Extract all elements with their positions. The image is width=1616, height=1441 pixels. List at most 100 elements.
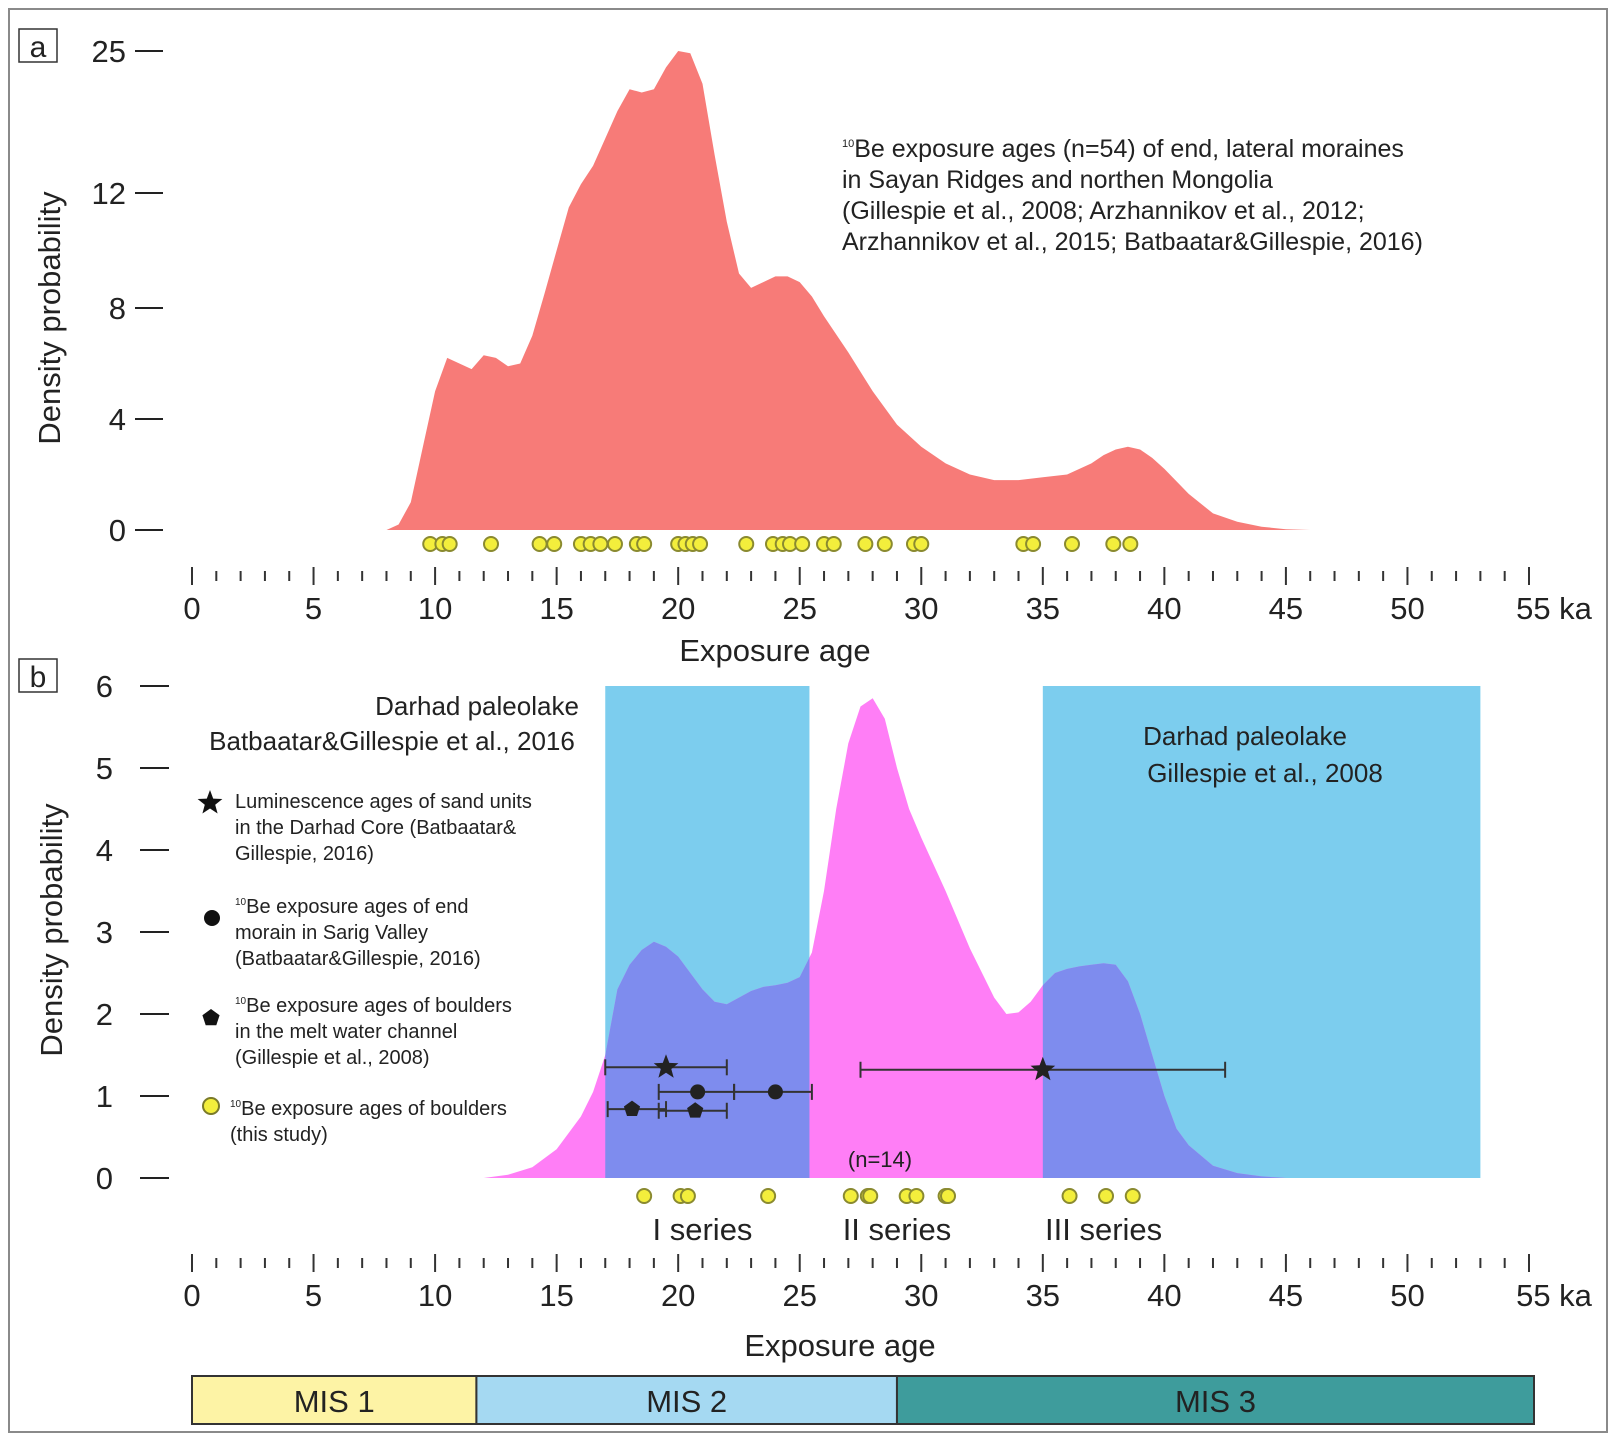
- sarig-valley-point: [767, 1084, 783, 1100]
- panel-b-error-bars: [604, 1054, 1227, 1119]
- mis-label: MIS 3: [1175, 1384, 1256, 1419]
- a-sample-point: [1063, 536, 1080, 552]
- legend-melt-line-2: in the melt water channel: [235, 1021, 457, 1043]
- legend-melt-text-1: Be exposure ages of boulders: [246, 995, 512, 1017]
- b-x-tick-label: 50: [1390, 1278, 1424, 1313]
- panel-a-label: a: [30, 31, 47, 64]
- mis-segment: [475, 1375, 898, 1425]
- b-y-tick-label: 2: [96, 997, 113, 1032]
- b-x-tick-label: 35: [1026, 1278, 1060, 1313]
- a-x-tick-label: 30: [904, 591, 938, 626]
- band-2-label-line-1: Darhad paleolake: [1143, 721, 1347, 751]
- legend-study-text-1: Be exposure ages of boulders: [241, 1098, 507, 1120]
- panel-a-density-curve: [386, 51, 1311, 530]
- a-sample-point: [636, 536, 653, 552]
- sarig-valley-point: [690, 1084, 706, 1100]
- melt-water-point: [687, 1102, 704, 1118]
- b-y-tick-label: 0: [96, 1161, 113, 1196]
- legend-sarig-line-3: (Batbaatar&Gillespie, 2016): [235, 948, 481, 970]
- mis-segment: [191, 1375, 478, 1425]
- b-x-tick-label: 5: [305, 1278, 322, 1313]
- a-sample-point: [592, 536, 609, 552]
- panel-a-annotation-line-4: Arzhannikov et al., 2015; Batbaatar&Gill…: [842, 228, 1423, 256]
- b-sample-point: [862, 1188, 879, 1204]
- panel-b-n-label: (n=14): [848, 1147, 912, 1172]
- a-sample-point: [483, 536, 500, 552]
- b-x-tick-label: 20: [661, 1278, 695, 1313]
- a-x-tick-label: 10: [418, 591, 452, 626]
- b-x-tick-label: 30: [904, 1278, 938, 1313]
- series-label: II series: [843, 1212, 952, 1247]
- panel-a-annotation-line-3: (Gillespie et al., 2008; Arzhannikov et …: [842, 197, 1365, 225]
- a-y-tick-label: 8: [109, 291, 126, 326]
- panel-b-x-axis: 0 5 10 15 20 25 30 35 40 45 50 55 ka: [183, 1254, 1593, 1313]
- legend-circle-symbol: [204, 910, 220, 926]
- a-x-tick-label: 20: [661, 591, 695, 626]
- b-sample-point: [636, 1188, 653, 1204]
- a-sample-point: [606, 536, 623, 552]
- a-sample-point: [441, 536, 458, 552]
- luminescence-star-point: [1030, 1056, 1056, 1081]
- panel-a-y-axis-label: Density probability: [32, 191, 67, 445]
- a-y-tick-label: 25: [92, 34, 126, 69]
- a-sample-point: [794, 536, 811, 552]
- panel-b-y-axis-label: Density probability: [34, 803, 69, 1057]
- b-y-tick-label: 6: [96, 669, 113, 704]
- band-2-label-line-2: Gillespie et al., 2008: [1147, 758, 1383, 788]
- legend-luminescence-line-1: Luminescence ages of sand units: [235, 791, 532, 813]
- legend-luminescence-line-3: Gillespie, 2016): [235, 843, 374, 865]
- a-sample-point: [1025, 536, 1042, 552]
- legend-study-line-1: 10Be exposure ages of boulders: [230, 1098, 507, 1120]
- legend-sarig-text-1: Be exposure ages of end: [246, 896, 468, 918]
- panel-a-annotation-sup: 10: [842, 138, 854, 150]
- b-sample-point: [1124, 1188, 1141, 1204]
- b-x-tick-label: 15: [539, 1278, 573, 1313]
- a-x-tick-label: 45: [1269, 591, 1303, 626]
- panel-b-x-axis-label: Exposure age: [744, 1328, 935, 1363]
- b-sample-point: [1061, 1188, 1078, 1204]
- legend-study-line-2: (this study): [230, 1124, 328, 1146]
- legend-sarig-sup: 10: [235, 897, 247, 908]
- a-sample-point: [546, 536, 563, 552]
- legend-item-this-study: 10Be exposure ages of boulders (this stu…: [202, 1097, 507, 1146]
- a-sample-point: [738, 536, 755, 552]
- mis-bar: MIS 1 MIS 2 MIS 3: [191, 1375, 1535, 1425]
- b-y-tick-label: 5: [96, 751, 113, 786]
- b-x-tick-label: 40: [1147, 1278, 1181, 1313]
- a-sample-point: [692, 536, 709, 552]
- band-1-label-line-1: Darhad paleolake: [375, 691, 579, 721]
- legend-luminescence-line-2: in the Darhad Core (Batbaatar&: [235, 817, 517, 839]
- b-y-tick-label: 4: [96, 833, 113, 868]
- panel-a-x-axis: 0 5 10 15 20 25 30 35 40 45 50 55 ka: [183, 567, 1593, 626]
- b-x-tick-label: 0: [183, 1278, 200, 1313]
- legend-melt-line-1: 10Be exposure ages of boulders: [235, 995, 512, 1017]
- a-sample-point: [876, 536, 893, 552]
- a-x-tick-label: 40: [1147, 591, 1181, 626]
- panel-a-annotation-line-2: in Sayan Ridges and northen Mongolia: [842, 166, 1273, 194]
- a-x-tick-label: 55 ka: [1516, 591, 1593, 626]
- b-x-tick-label: 25: [782, 1278, 816, 1313]
- legend-item-luminescence: Luminescence ages of sand units in the D…: [197, 790, 532, 865]
- legend-study-sup: 10: [230, 1099, 242, 1110]
- panel-a-sample-points: [422, 536, 1139, 552]
- series-label: III series: [1045, 1212, 1162, 1247]
- a-y-tick-label: 0: [109, 513, 126, 548]
- mis-segment: [895, 1375, 1535, 1425]
- panel-b-y-ticks: 6 5 4 3 2 1 0: [96, 669, 169, 1196]
- panel-b-series-labels: I series II series III series: [653, 1212, 1163, 1247]
- b-y-tick-label: 1: [96, 1079, 113, 1114]
- a-sample-point: [857, 536, 874, 552]
- panel-b-label: b: [30, 661, 47, 694]
- b-sample-point: [908, 1188, 925, 1204]
- panel-a-annotation-text-1: Be exposure ages (n=54) of end, lateral …: [854, 135, 1404, 163]
- series-label: I series: [653, 1212, 753, 1247]
- b-sample-point: [679, 1188, 696, 1204]
- b-x-tick-label: 10: [418, 1278, 452, 1313]
- a-sample-point: [531, 536, 548, 552]
- b-sample-point: [1098, 1188, 1115, 1204]
- a-x-tick-label: 35: [1026, 591, 1060, 626]
- panel-a-x-axis-label: Exposure age: [679, 633, 870, 668]
